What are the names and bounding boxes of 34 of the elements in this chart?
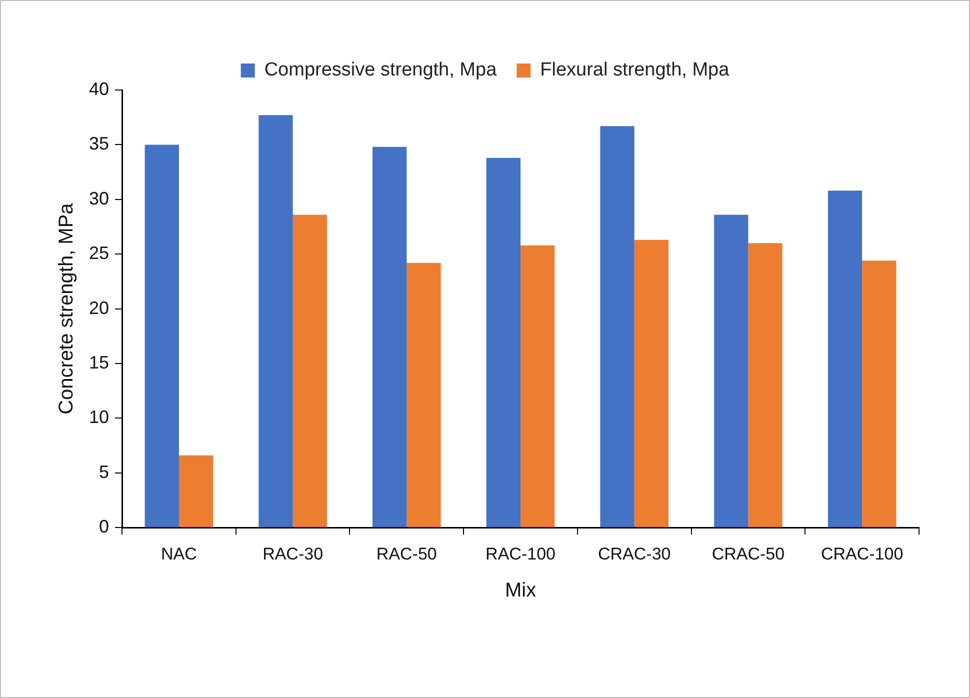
y-tick-label: 10 [88,407,110,428]
bar [178,455,214,528]
legend-label: Flexural strength, Mpa [540,60,730,81]
bar [714,214,748,528]
y-tick-label: 30 [88,188,110,208]
bar [144,144,179,528]
bar [486,158,521,528]
y-tick-label: 25 [88,243,110,264]
bar [748,243,782,528]
x-tick-label: CRAC-50 [712,544,785,564]
x-tick-label: RAC-100 [486,544,556,564]
x-tick-label: RAC-50 [376,544,437,564]
y-tick-label: 35 [88,134,110,154]
legend-label: Compressive strength, Mpa [264,60,498,81]
y-tick-label: 20 [88,298,110,318]
bar [372,146,407,528]
y-tick-label: 5 [99,462,110,482]
x-tick-label: CRAC-30 [598,544,671,564]
bar [258,115,293,528]
x-tick-label: CRAC-100 [820,544,904,564]
y-axis-title: Concrete strength, MPa [56,202,78,414]
bar [634,240,669,528]
y-tick-label: 0 [99,516,110,537]
x-axis-title: Mix [504,580,536,602]
y-tick-label: 40 [88,78,110,99]
bar [292,214,327,528]
bar [406,262,441,528]
bar [862,260,896,528]
x-tick-label: RAC-30 [262,544,324,564]
bar [520,245,555,528]
y-tick-label: 15 [88,352,110,372]
x-tick-label: NAC [160,544,197,564]
bar [600,126,634,528]
bar [828,190,862,528]
